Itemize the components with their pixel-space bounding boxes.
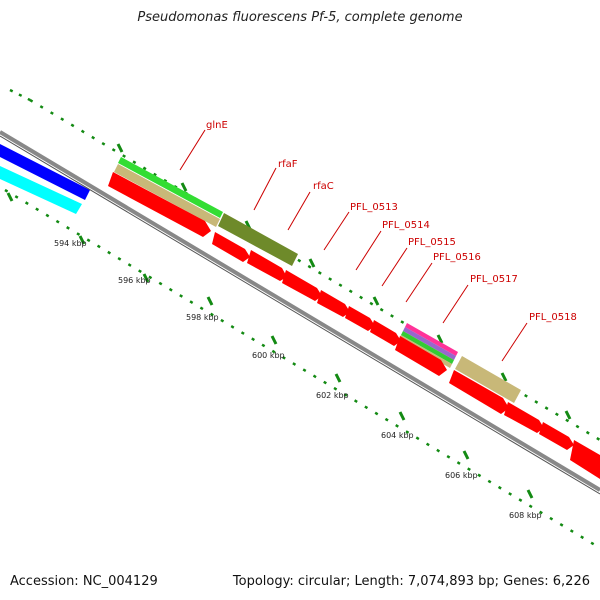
scale-label: 608 kbp xyxy=(509,511,542,520)
map-title: Pseudomonas fluorescens Pf-5, complete g… xyxy=(137,10,463,25)
accession-label: Accession: NC_004129 xyxy=(10,574,158,589)
gene-label-PFL_0518: PFL_0518 xyxy=(529,312,577,323)
feature-glnE-tan xyxy=(114,164,220,227)
cog-features-left xyxy=(0,144,90,214)
scale-label: 594 kbp xyxy=(54,239,87,248)
gene-label-glnE: glnE xyxy=(206,120,228,131)
scale-label: 596 kbp xyxy=(118,276,151,285)
inner-tick-track xyxy=(4,188,600,550)
topology-label: Topology: circular; Length: 7,074,893 bp… xyxy=(232,574,590,589)
gene-leaders xyxy=(179,129,528,362)
gene-labels: glnE rfaF rfaC PFL_0513 PFL_0514 PFL_051… xyxy=(206,120,577,323)
gene-label-PFL_0515: PFL_0515 xyxy=(408,237,456,248)
gene-label-PFL_0513: PFL_0513 xyxy=(350,202,398,213)
scale-label: 598 kbp xyxy=(186,313,219,322)
scale-label: 604 kbp xyxy=(381,431,414,440)
feature-glnE-green xyxy=(118,157,223,218)
gene-label-rfaF: rfaF xyxy=(278,159,298,170)
gene-label-rfaC: rfaC xyxy=(313,181,334,192)
feature-blocks xyxy=(114,157,521,403)
gene-label-PFL_0517: PFL_0517 xyxy=(470,274,518,285)
scale-label: 600 kbp xyxy=(252,351,285,360)
feature-PFL_0518-tan xyxy=(455,356,521,403)
scale-label: 606 kbp xyxy=(445,471,478,480)
scale-label: 602 kbp xyxy=(316,391,349,400)
backbone xyxy=(0,130,600,495)
scale-labels: 594 kbp 596 kbp 598 kbp 600 kbp 602 kbp … xyxy=(54,239,542,520)
inner-major-ticks xyxy=(6,192,534,499)
gene-label-PFL_0514: PFL_0514 xyxy=(382,220,430,231)
cds-arrows xyxy=(108,172,600,479)
feature-rfa-olive xyxy=(218,213,298,266)
gene-label-PFL_0516: PFL_0516 xyxy=(433,252,481,263)
